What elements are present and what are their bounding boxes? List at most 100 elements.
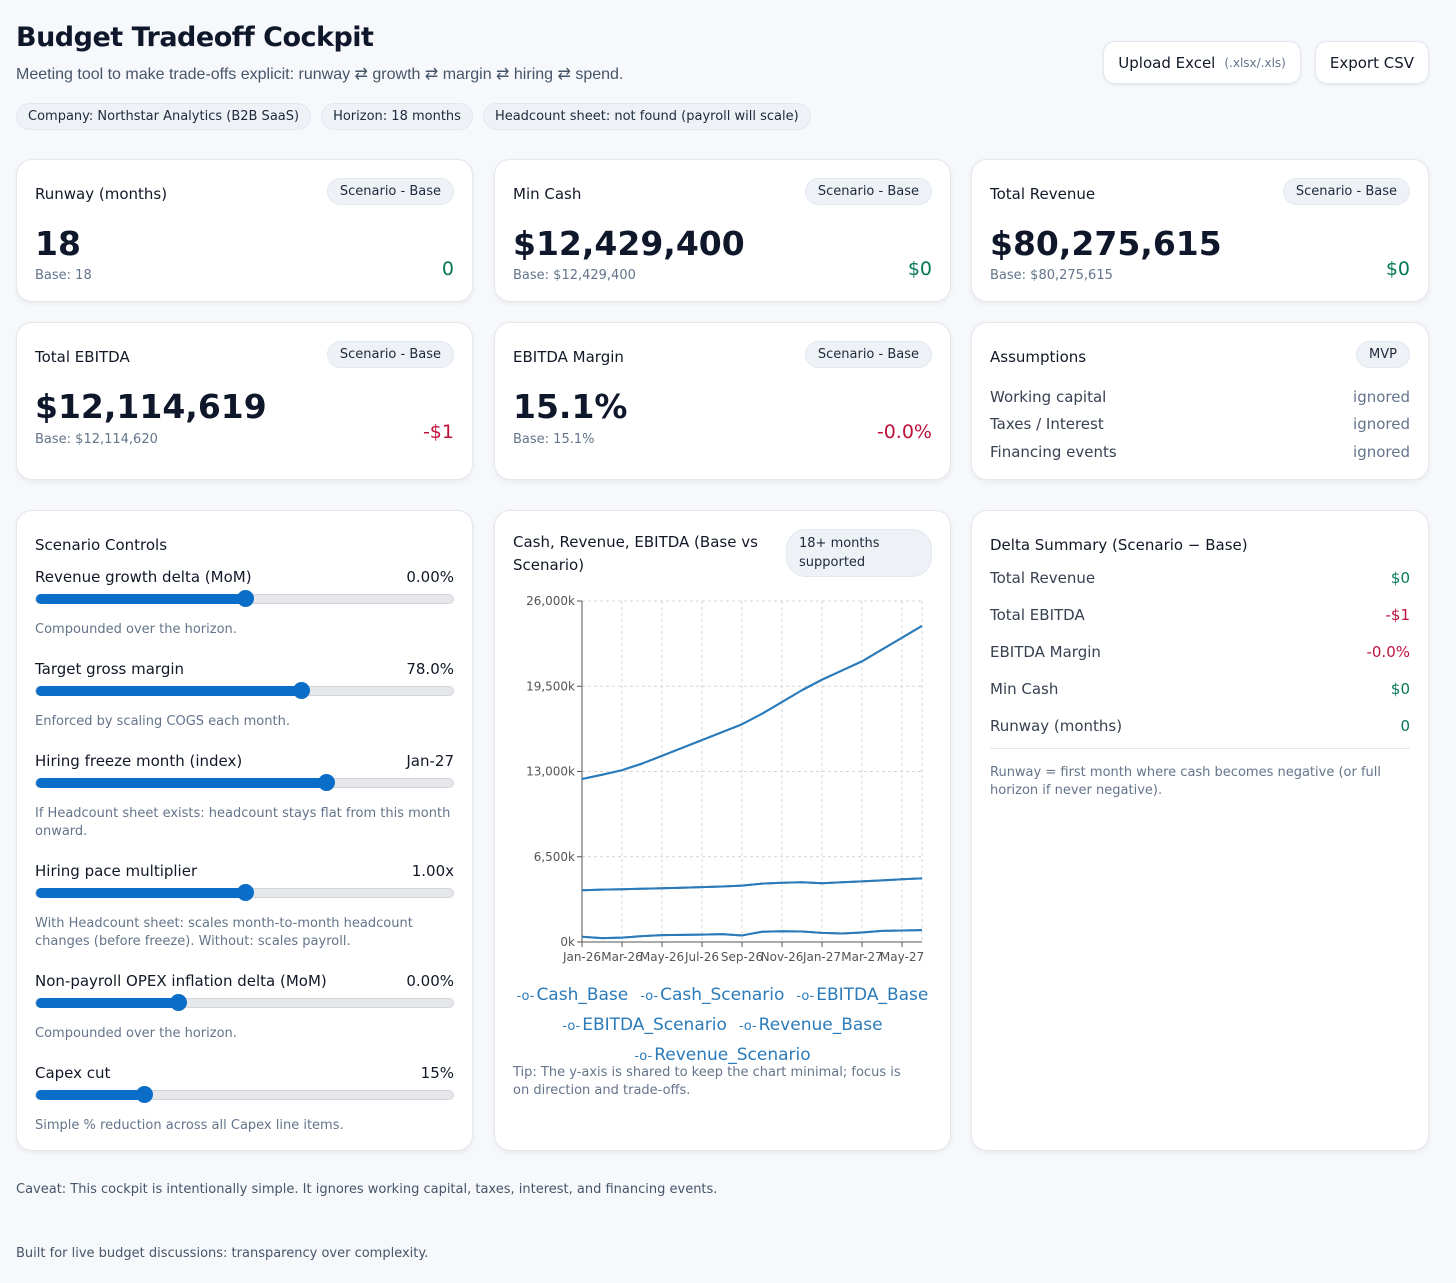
scenario-badge: Scenario - Base	[326, 341, 454, 368]
slider-thumb[interactable]	[293, 682, 311, 699]
upload-excel-button[interactable]: Upload Excel (.xlsx/.xls)	[1103, 41, 1301, 84]
legend-item[interactable]: -o- Cash_Base	[517, 985, 629, 1005]
assumptions-card: Assumptions MVP Working capital ignored T…	[971, 322, 1429, 480]
legend-label: EBITDA_Base	[816, 985, 929, 1005]
kpi-card: Runway (months) Scenario - Base 18 Base:…	[16, 159, 473, 302]
delta-row: EBITDA Margin -0.0%	[990, 643, 1410, 661]
assumptions-title: Assumptions	[990, 348, 1087, 366]
legend-item[interactable]: -o- Revenue_Base	[739, 1015, 883, 1035]
scenario-badge: Scenario - Base	[326, 178, 454, 205]
legend-item[interactable]: -o- Revenue_Scenario	[634, 1045, 810, 1065]
scenario-badge: Scenario - Base	[1282, 178, 1410, 205]
slider-track[interactable]	[35, 884, 454, 901]
y-tick-label: 13,000k	[526, 765, 575, 779]
x-tick-label: Mar-26	[601, 950, 642, 964]
legend-item[interactable]: -o- EBITDA_Scenario	[562, 1015, 726, 1035]
slider-track[interactable]	[35, 1086, 454, 1103]
x-tick-label: Nov-26	[761, 950, 804, 964]
assumption-row: Working capital ignored	[990, 388, 1410, 406]
kpi-delta: -0.0%	[876, 421, 932, 443]
slider-track[interactable]	[35, 682, 454, 699]
legend-marker-icon: -o-	[640, 989, 659, 1004]
slider-control: Capex cut 15% Simple % reduction across a…	[35, 1064, 454, 1135]
x-tick-label: Jul-26	[684, 950, 719, 964]
y-tick-label: 26,000k	[526, 594, 575, 608]
slider-track[interactable]	[35, 774, 454, 791]
built-for-text: Built for live budget discussions: trans…	[16, 1246, 429, 1261]
assumption-row: Financing events ignored	[990, 443, 1410, 461]
slider-fill	[36, 998, 178, 1008]
kpi-delta: 0	[441, 258, 454, 280]
legend-marker-icon: -o-	[796, 989, 815, 1004]
assumption-label: Taxes / Interest	[990, 415, 1104, 433]
delta-label: Total Revenue	[990, 569, 1096, 587]
slider-control: Target gross margin 78.0% Enforced by sca…	[35, 660, 454, 731]
legend-marker-icon: -o-	[516, 989, 535, 1004]
legend-label: Revenue_Scenario	[654, 1045, 811, 1065]
kpi-value: 18	[35, 224, 81, 263]
legend-label: Revenue_Base	[758, 1015, 883, 1035]
slider-thumb[interactable]	[169, 994, 187, 1011]
slider-help: With Headcount sheet: scales month-to-mo…	[35, 916, 413, 949]
caveat-text: Caveat: This cockpit is intentionally si…	[16, 1182, 718, 1197]
legend-label: EBITDA_Scenario	[582, 1015, 727, 1035]
slider-value: 78.0%	[406, 660, 454, 678]
kpi-card: Min Cash Scenario - Base $12,429,400 Bas…	[494, 159, 951, 302]
export-csv-button[interactable]: Export CSV	[1314, 41, 1429, 84]
assumption-value: ignored	[1353, 388, 1410, 406]
slider-help: Compounded over the horizon.	[35, 1026, 237, 1041]
delta-value: $0	[1390, 680, 1410, 698]
legend-marker-icon: -o-	[562, 1019, 581, 1034]
kpi-card: EBITDA Margin Scenario - Base 15.1% Base…	[494, 322, 951, 480]
assumption-row: Taxes / Interest ignored	[990, 415, 1410, 433]
slider-track[interactable]	[35, 994, 454, 1011]
y-tick-label: 0k	[560, 935, 575, 949]
x-tick-label: May-26	[640, 950, 684, 964]
slider-fill	[36, 686, 302, 696]
upload-hint: (.xlsx/.xls)	[1224, 55, 1286, 70]
chart-card: Cash, Revenue, EBITDA (Base vs Scenario)…	[494, 510, 951, 1151]
kpi-title: EBITDA Margin	[513, 348, 624, 366]
months-supported-badge: 18+ months supported	[786, 529, 932, 577]
x-tick-label: Jan-26	[562, 950, 601, 964]
slider-help: If Headcount sheet exists: headcount sta…	[35, 806, 451, 839]
slider-thumb[interactable]	[317, 774, 335, 791]
slider-label: Capex cut	[35, 1064, 111, 1082]
delta-value: -0.0%	[1366, 643, 1410, 661]
slider-thumb[interactable]	[136, 1086, 154, 1103]
legend-item[interactable]: -o- Cash_Scenario	[640, 985, 784, 1005]
delta-value: $0	[1390, 569, 1410, 587]
scenario-badge: Scenario - Base	[804, 341, 932, 368]
slider-fill	[36, 778, 326, 788]
x-tick-label: May-27	[880, 950, 924, 964]
slider-track[interactable]	[35, 590, 454, 607]
slider-control: Hiring freeze month (index) Jan-27 If Hea…	[35, 752, 454, 841]
chart-legend: -o- Cash_Base -o- Cash_Scenario -o- EBITDA_Ba…	[505, 981, 940, 1071]
legend-marker-icon: -o-	[738, 1019, 757, 1034]
series-line-cash-scenario	[581, 625, 923, 780]
x-tick-label: Jan-27	[802, 950, 841, 964]
kpi-delta: $0	[1385, 258, 1410, 280]
legend-item[interactable]: -o- EBITDA_Base	[796, 985, 928, 1005]
assumption-value: ignored	[1353, 443, 1410, 461]
legend-label: Cash_Base	[536, 985, 629, 1005]
delta-row: Total EBITDA -$1	[990, 606, 1410, 624]
scenario-badge: Scenario - Base	[804, 178, 932, 205]
slider-control: Non-payroll OPEX inflation delta (MoM) 0.…	[35, 972, 454, 1043]
series-line-cash-base	[581, 625, 923, 780]
y-tick-label: 19,500k	[526, 679, 575, 693]
controls-title: Scenario Controls	[35, 536, 168, 554]
slider-value: 1.00x	[411, 862, 454, 880]
legend-marker-icon: -o-	[634, 1049, 653, 1064]
chart-tip: Tip: The y-axis is shared to keep the ch…	[513, 1065, 901, 1098]
delta-value: -$1	[1385, 606, 1411, 624]
slider-thumb[interactable]	[236, 884, 254, 901]
slider-help: Simple % reduction across all Capex line…	[35, 1118, 344, 1133]
delta-value: 0	[1400, 717, 1410, 735]
slider-value: 0.00%	[406, 972, 454, 990]
kpi-value: $80,275,615	[990, 224, 1222, 263]
upload-label: Upload Excel	[1118, 53, 1216, 72]
slider-thumb[interactable]	[236, 590, 254, 607]
slider-help: Enforced by scaling COGS each month.	[35, 714, 290, 729]
